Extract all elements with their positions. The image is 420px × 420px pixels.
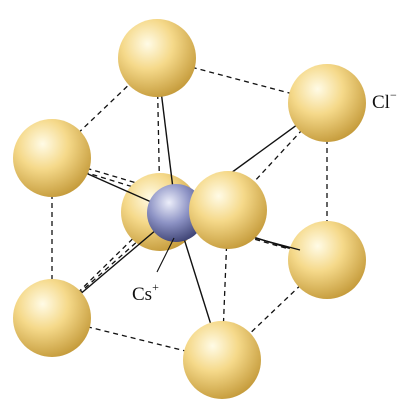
chloride-ion-bottom-left [13,279,91,357]
cesium-label-pointer [156,237,175,273]
bond-front-overlap [254,237,301,251]
cesium-ion [147,184,205,242]
cesium-symbol: Cs [132,284,152,305]
edge-vertical-front-right [221,209,229,361]
chloride-ion-top-back [118,19,196,97]
chloride-charge: − [390,88,397,102]
chloride-ion-top-front [189,171,267,249]
chloride-label: Cl− [372,88,397,113]
cesium-label: Cs+ [132,280,159,305]
chloride-symbol: Cl [372,92,390,113]
chloride-ion-bottom-front [183,321,261,399]
chloride-ion-top-right [288,64,366,142]
cesium-charge: + [152,280,159,294]
chloride-ion-bottom-right [288,221,366,299]
chloride-ion-top-left [13,119,91,197]
